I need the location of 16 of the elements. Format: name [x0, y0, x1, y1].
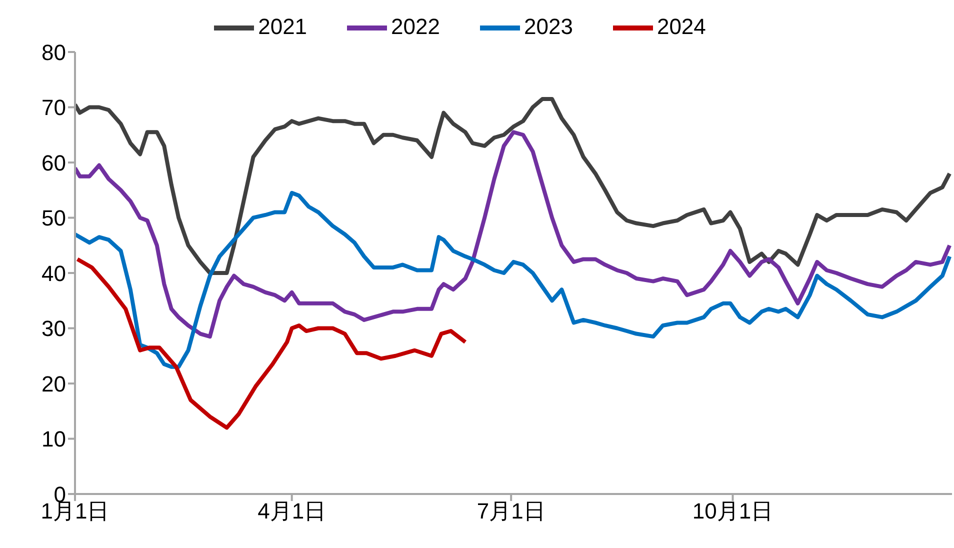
y-tick-label: 70 [42, 95, 66, 120]
x-tick-label: 10月1日 [692, 498, 774, 524]
legend-label: 2024 [656, 14, 706, 39]
legend-label: 2022 [391, 14, 440, 39]
y-tick-label: 40 [42, 260, 66, 286]
y-tick-label: 60 [42, 150, 66, 176]
legend-label: 2021 [258, 14, 308, 39]
y-tick-label: 50 [42, 206, 66, 231]
y-tick-label: 80 [42, 40, 66, 65]
legend-label: 2023 [524, 14, 573, 39]
line-series [75, 257, 468, 430]
x-tick-label: 4月1日 [258, 498, 326, 524]
x-tick-label: 7月1日 [476, 498, 546, 524]
y-tick-label: 20 [42, 371, 66, 396]
y-tick-label: 30 [42, 316, 66, 342]
y-tick-label: 10 [42, 426, 66, 452]
